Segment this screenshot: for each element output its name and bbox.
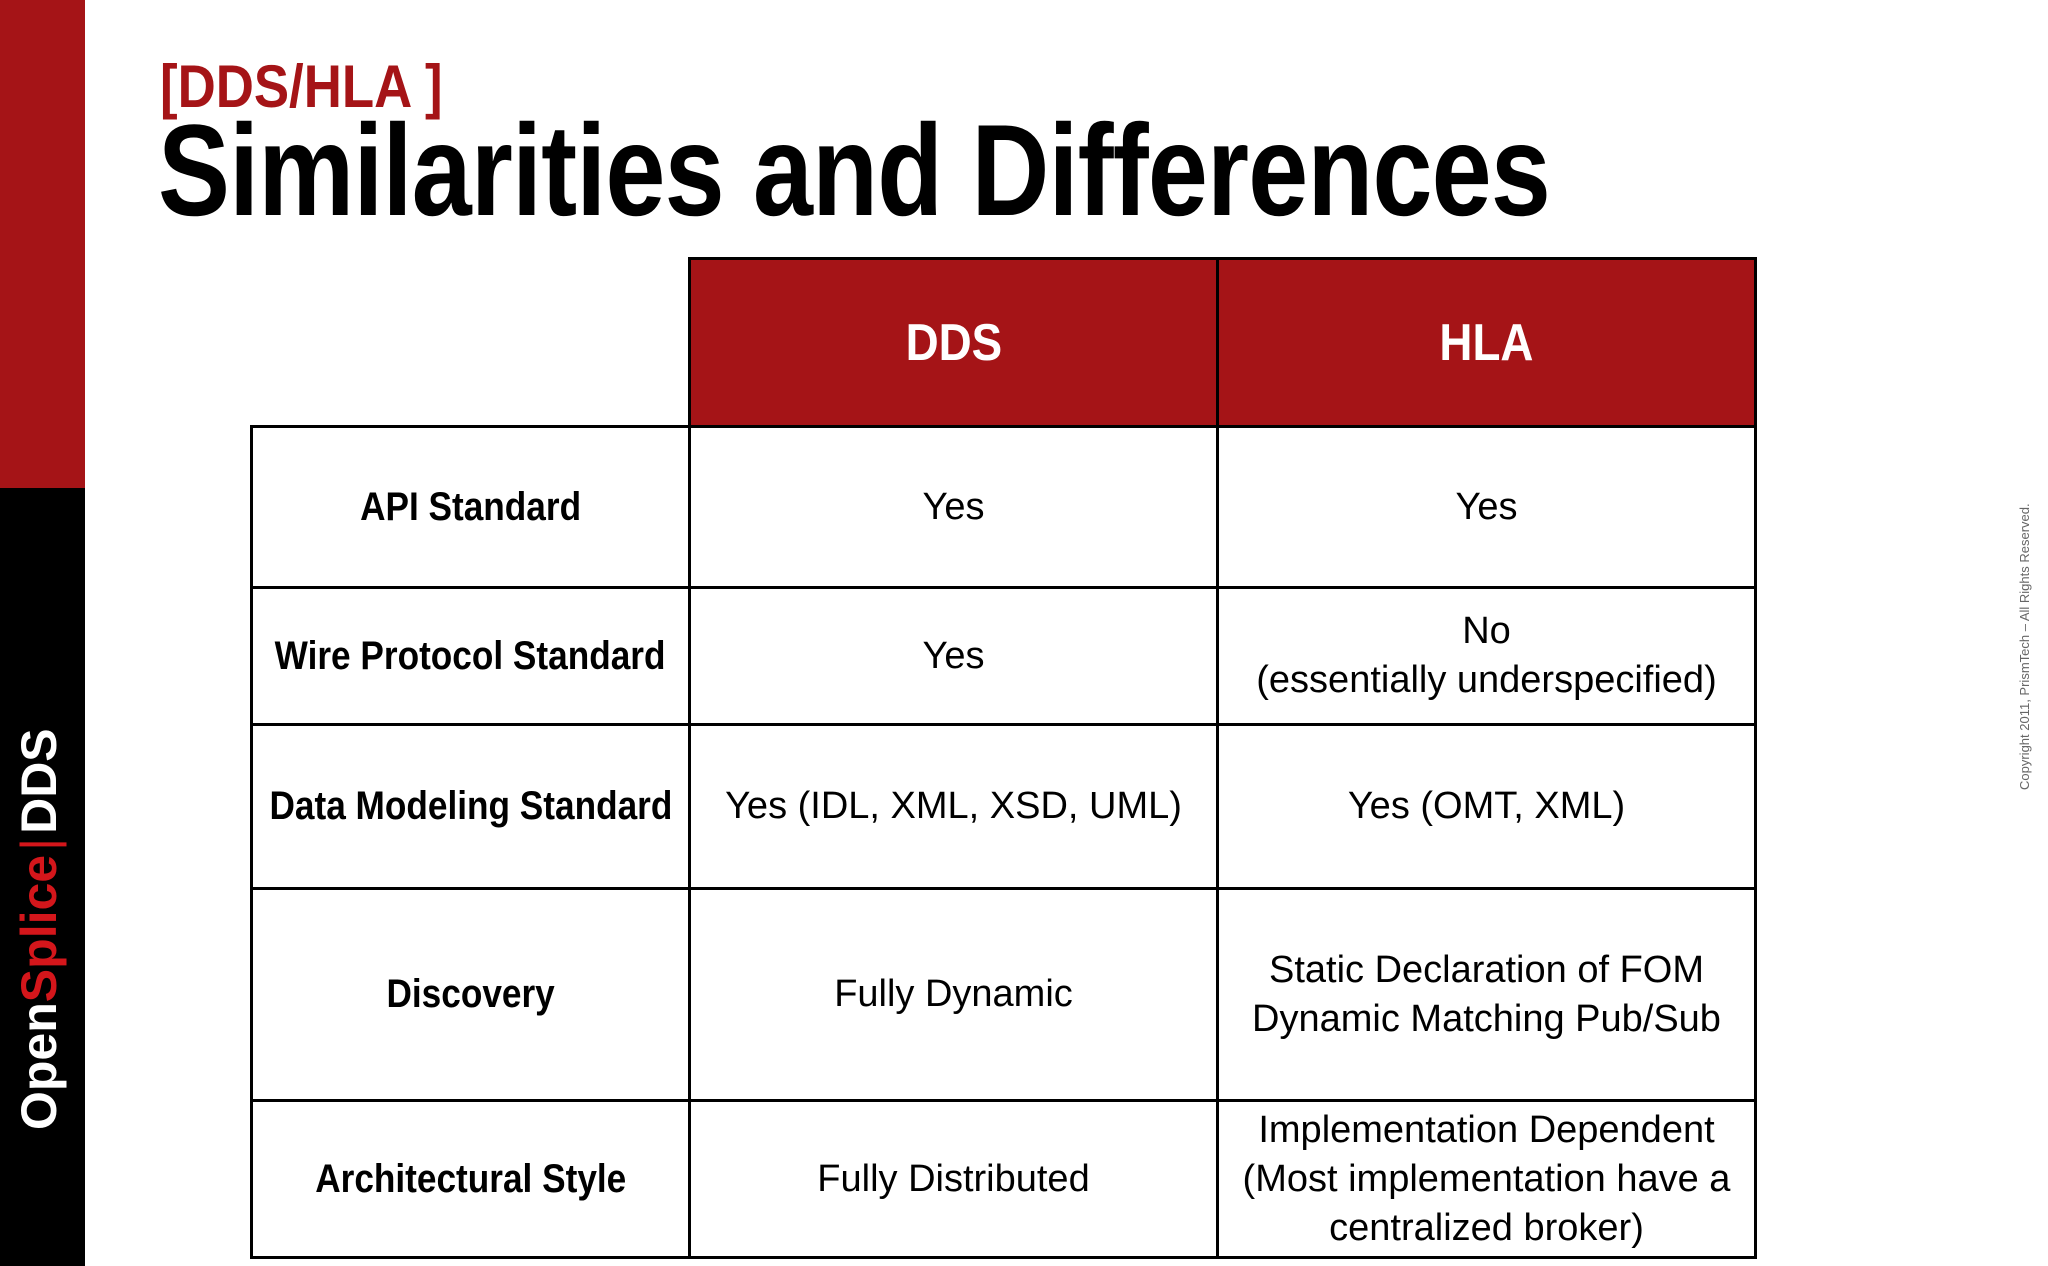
table-row-label: Data Modeling Standard <box>250 723 691 890</box>
sidebar-black-band <box>0 488 85 1266</box>
slide-title: Similarities and Differences <box>158 97 1551 243</box>
table-row-label: API Standard <box>250 425 691 589</box>
table-cell-dds: Yes (IDL, XML, XSD, UML) <box>688 723 1219 890</box>
table-row-label: Wire Protocol Standard <box>250 586 691 726</box>
brand-open: Open <box>11 1002 67 1130</box>
table-cell-hla: Static Declaration of FOM Dynamic Matchi… <box>1216 887 1757 1102</box>
brand-splice: Splice <box>11 854 67 1003</box>
table-row-label: Architectural Style <box>250 1099 691 1259</box>
column-header-hla: HLA <box>1216 257 1757 428</box>
sidebar-red-band <box>0 0 85 488</box>
table-cell-hla: Yes (OMT, XML) <box>1216 723 1757 890</box>
table-cell-dds: Fully Dynamic <box>688 887 1219 1102</box>
table-cell-dds: Yes <box>688 586 1219 726</box>
column-header-dds-label: DDS <box>905 313 1002 372</box>
brand-separator: | <box>11 837 67 851</box>
table-cell-hla: Yes <box>1216 425 1757 589</box>
copyright-notice: Copyright 2011, PrismTech – All Rights R… <box>2017 503 2032 790</box>
table-row-label: Discovery <box>250 887 691 1102</box>
table-cell-hla: Implementation Dependent (Most implement… <box>1216 1099 1757 1259</box>
slide-subtitle: [DDS/HLA ] <box>160 53 443 120</box>
column-header-dds: DDS <box>688 257 1219 428</box>
brand-dds: DDS <box>11 728 67 834</box>
brand-logo: OpenSplice | DDS <box>11 728 67 1130</box>
column-header-hla-label: HLA <box>1439 313 1534 372</box>
table-cell-hla: No (essentially underspecified) <box>1216 586 1757 726</box>
table-cell-dds: Yes <box>688 425 1219 589</box>
table-cell-dds: Fully Distributed <box>688 1099 1219 1259</box>
